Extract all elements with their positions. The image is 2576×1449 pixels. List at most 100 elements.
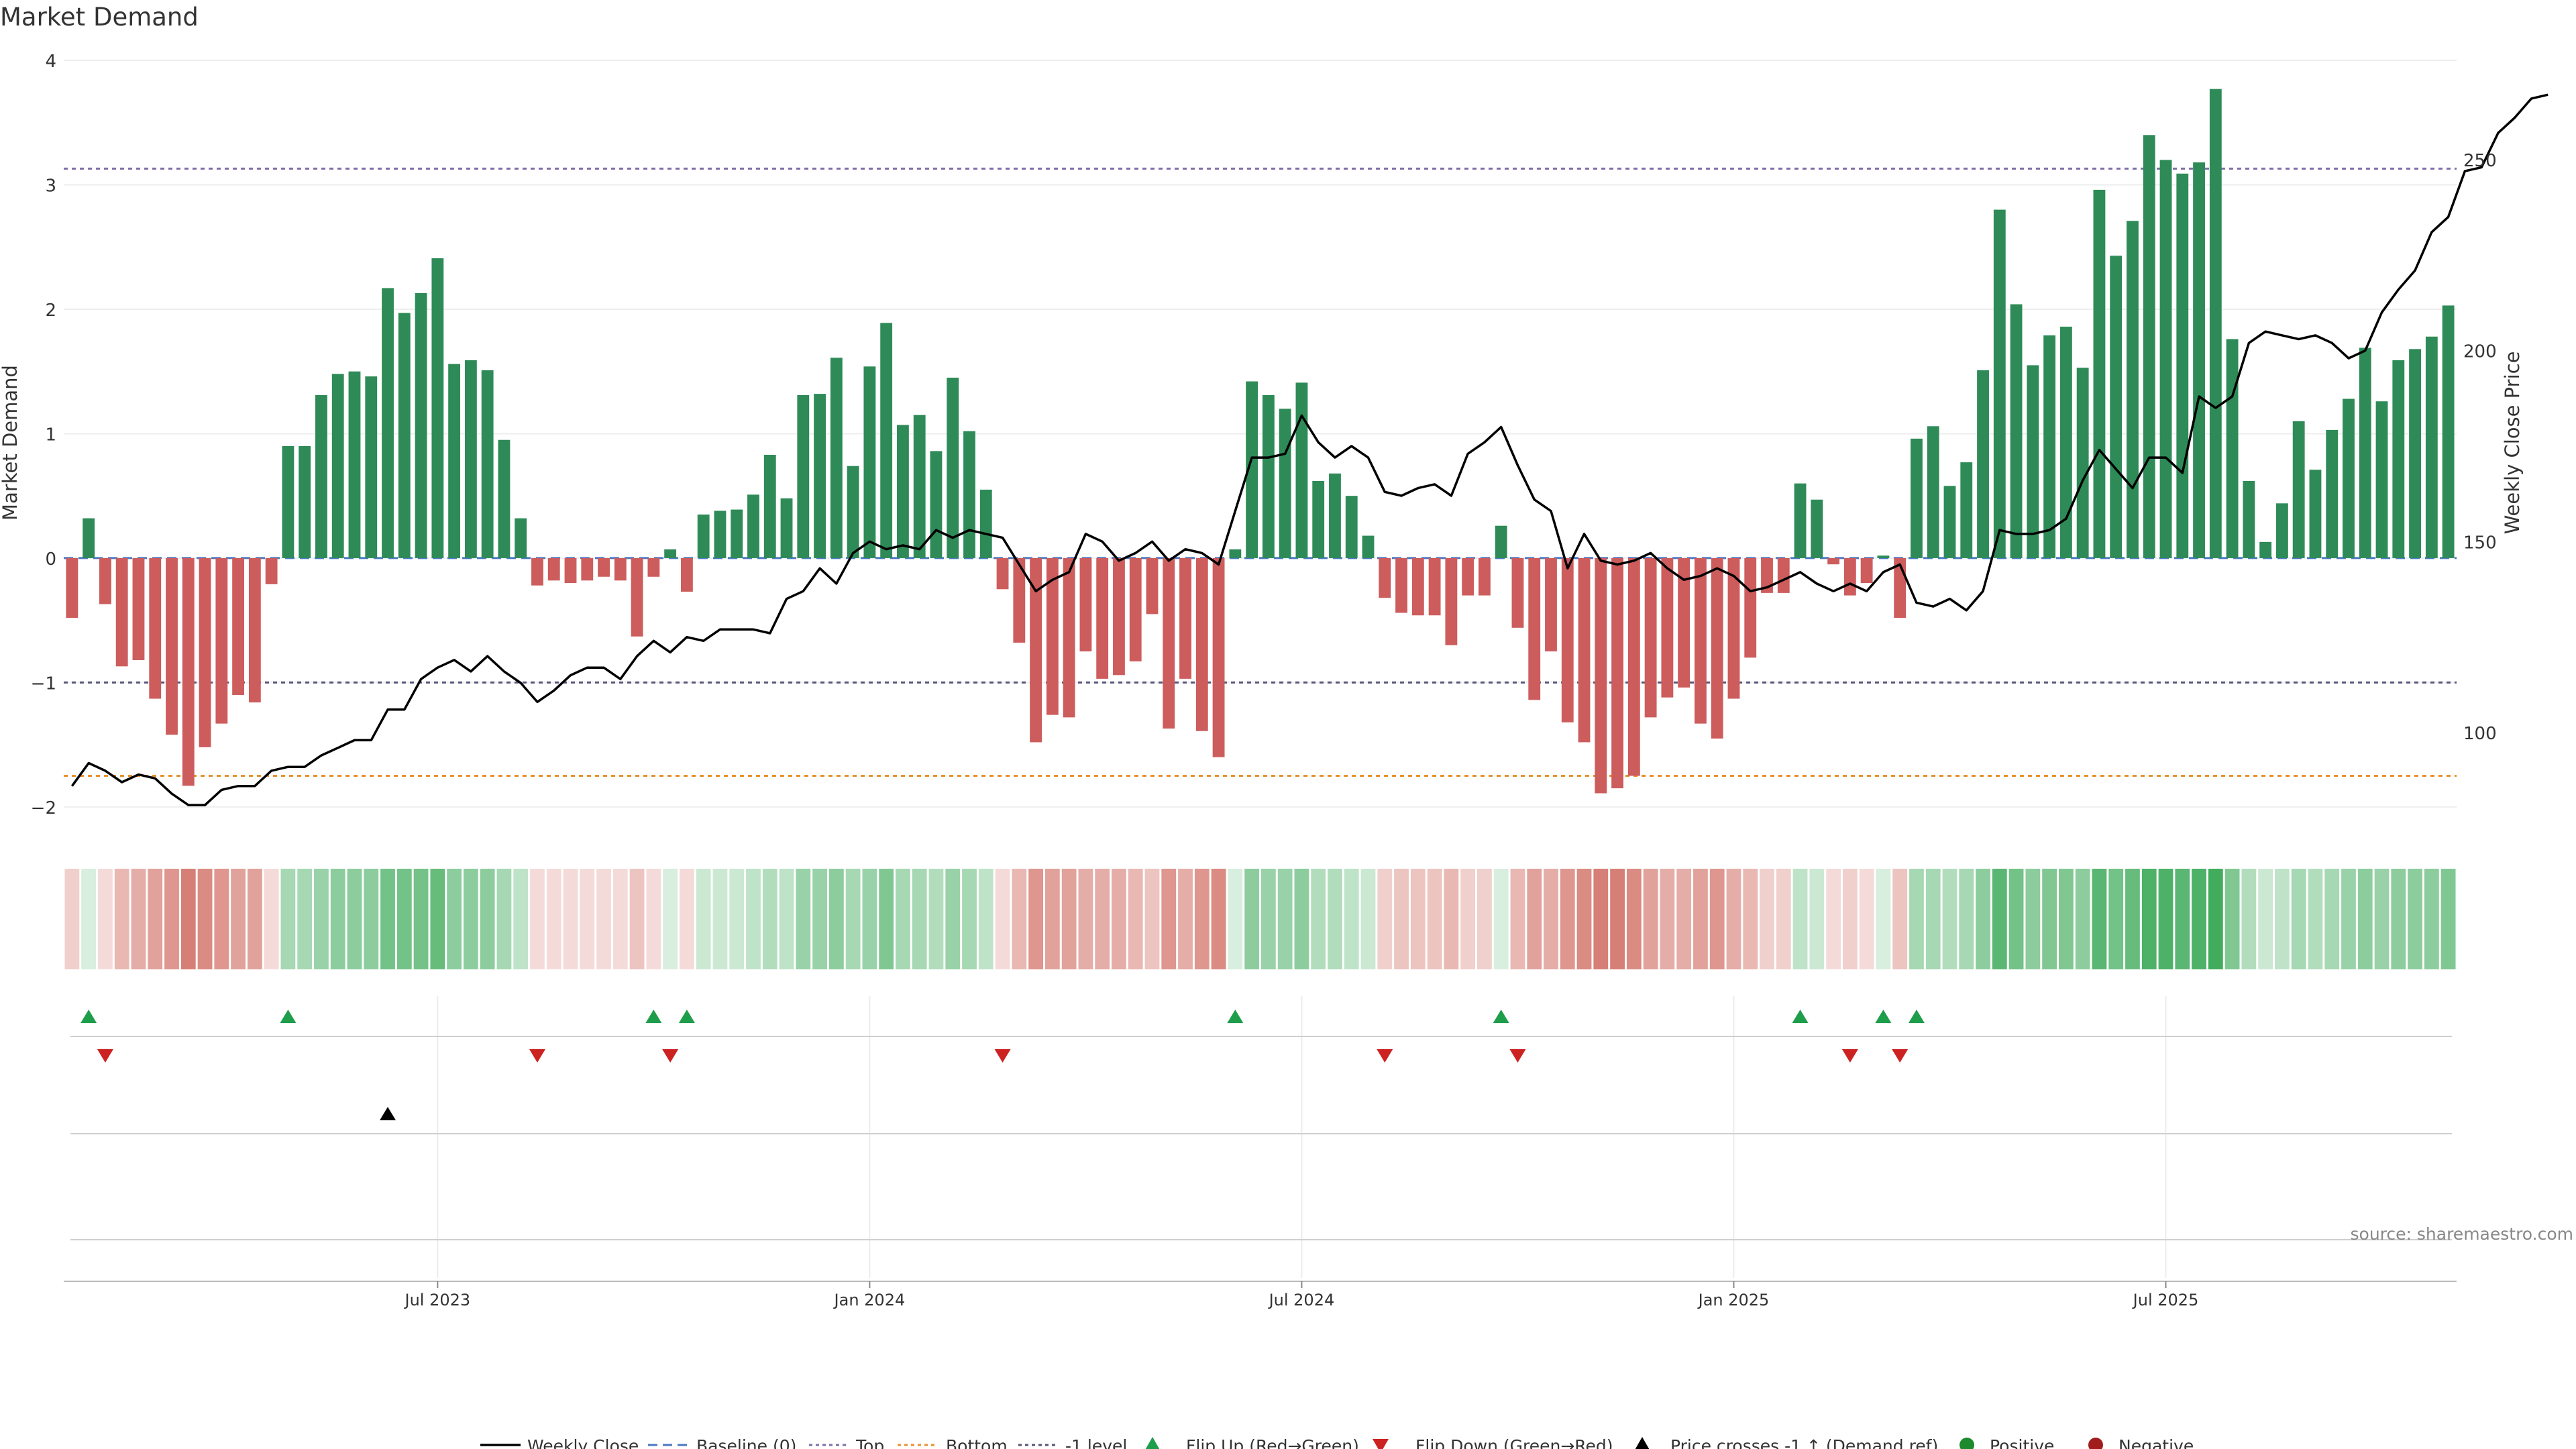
legend-swatch-positive — [1960, 1438, 1974, 1449]
strength-cell — [1128, 869, 1143, 969]
legend-price-cross: Price crosses -1 ↑ (Demand ref) — [1670, 1436, 1938, 1449]
demand-bar — [731, 509, 743, 558]
strength-cell — [1576, 869, 1592, 969]
strength-cell — [563, 869, 578, 969]
demand-bar — [797, 394, 810, 558]
y2-tick-label: 100 — [2463, 724, 2497, 744]
strength-cell — [1344, 869, 1359, 969]
demand-bar — [1960, 462, 1973, 558]
legend-flip-up: Flip Up (Red→Green) — [1186, 1436, 1359, 1449]
demand-bar — [265, 557, 278, 584]
strength-cell — [1277, 869, 1293, 969]
demand-bar — [282, 446, 294, 558]
flip-up-marker — [678, 1010, 695, 1023]
strength-cell — [1211, 869, 1226, 969]
demand-bar — [1395, 557, 1407, 613]
strength-cell — [2192, 869, 2206, 969]
strength-cell — [1377, 869, 1393, 969]
demand-bar — [2243, 480, 2255, 558]
demand-bar — [2010, 304, 2023, 558]
demand-bar — [680, 557, 693, 592]
strength-cell — [231, 869, 246, 969]
strength-cell — [1743, 869, 1758, 969]
demand-bar — [780, 498, 793, 558]
demand-bar — [1428, 557, 1441, 616]
demand-bar — [1279, 409, 1291, 558]
strength-cell — [2224, 869, 2240, 969]
strength-cell — [796, 869, 811, 969]
strength-cell — [1792, 869, 1808, 969]
demand-bar — [2425, 336, 2438, 558]
demand-bar — [664, 549, 677, 558]
demand-bar — [132, 557, 145, 661]
strength-cell — [912, 869, 927, 969]
strength-cell — [114, 869, 129, 969]
strength-cell — [779, 869, 794, 969]
demand-bar — [1661, 557, 1674, 698]
demand-bar — [1695, 557, 1707, 724]
strength-cell — [729, 869, 745, 969]
x-tick-label: Jan 2025 — [1697, 1291, 1770, 1309]
strength-cell — [2075, 869, 2090, 969]
demand-bar — [1445, 557, 1458, 645]
strength-cell — [297, 869, 313, 969]
legend-flip-down: Flip Down (Green→Red) — [1415, 1436, 1613, 1449]
strength-cell — [513, 869, 529, 969]
strength-cell — [1394, 869, 1409, 969]
strength-cell — [1260, 869, 1276, 969]
demand-bar — [2093, 189, 2106, 558]
strength-cell — [612, 869, 628, 969]
strength-cell — [812, 869, 827, 969]
strength-cell — [1660, 869, 1675, 969]
legend: Weekly Close Baseline (0) Top Bottom -1 … — [480, 1436, 2194, 1449]
y-tick-label: 1 — [45, 425, 56, 445]
demand-bar — [2309, 470, 2322, 558]
demand-bar — [1943, 486, 1956, 558]
strength-cell — [1328, 869, 1342, 969]
strength-cell — [2408, 869, 2422, 969]
strength-cell — [1161, 869, 1177, 969]
demand-bar — [1528, 557, 1541, 700]
demand-bar — [182, 557, 195, 786]
strength-cell — [580, 869, 595, 969]
flip-down-marker — [1892, 1049, 1909, 1063]
demand-bar — [2275, 503, 2288, 558]
strength-cell — [629, 869, 645, 969]
strength-cell — [1693, 869, 1708, 969]
strength-cell — [1643, 869, 1658, 969]
strength-cell — [2275, 869, 2290, 969]
strength-cell — [928, 869, 944, 969]
demand-bar — [913, 415, 926, 558]
demand-bar — [1843, 557, 1856, 596]
strength-cell — [1676, 869, 1692, 969]
strength-cell — [1112, 869, 1126, 969]
legend-swatch-flip-down — [1373, 1439, 1389, 1449]
demand-bar — [66, 557, 78, 618]
demand-bar — [448, 364, 461, 558]
demand-bar — [1262, 394, 1275, 558]
demand-bar — [166, 557, 178, 735]
strength-cell — [264, 869, 279, 969]
strength-cell — [1709, 869, 1725, 969]
demand-bar — [1761, 557, 1773, 593]
strength-cell — [2108, 869, 2124, 969]
strength-cell — [1061, 869, 1077, 969]
x-tick-label: Jul 2025 — [2132, 1291, 2199, 1309]
strength-cell — [1410, 869, 1426, 969]
strength-cell — [98, 869, 113, 969]
flip-markers — [70, 1010, 2452, 1240]
demand-bar — [1911, 438, 1923, 558]
demand-bar — [1545, 557, 1557, 652]
demand-bar — [531, 557, 543, 586]
demand-bar — [1246, 381, 1258, 558]
demand-bar — [2226, 339, 2239, 558]
strength-cell — [380, 869, 395, 969]
strength-cell — [1892, 869, 1908, 969]
strength-cell — [1095, 869, 1110, 969]
demand-bar — [2076, 368, 2089, 558]
strength-cell — [879, 869, 894, 969]
strength-cell — [2025, 869, 2041, 969]
strength-heat-strip — [64, 869, 2456, 969]
strength-cell — [330, 869, 345, 969]
strength-cell — [1460, 869, 1476, 969]
